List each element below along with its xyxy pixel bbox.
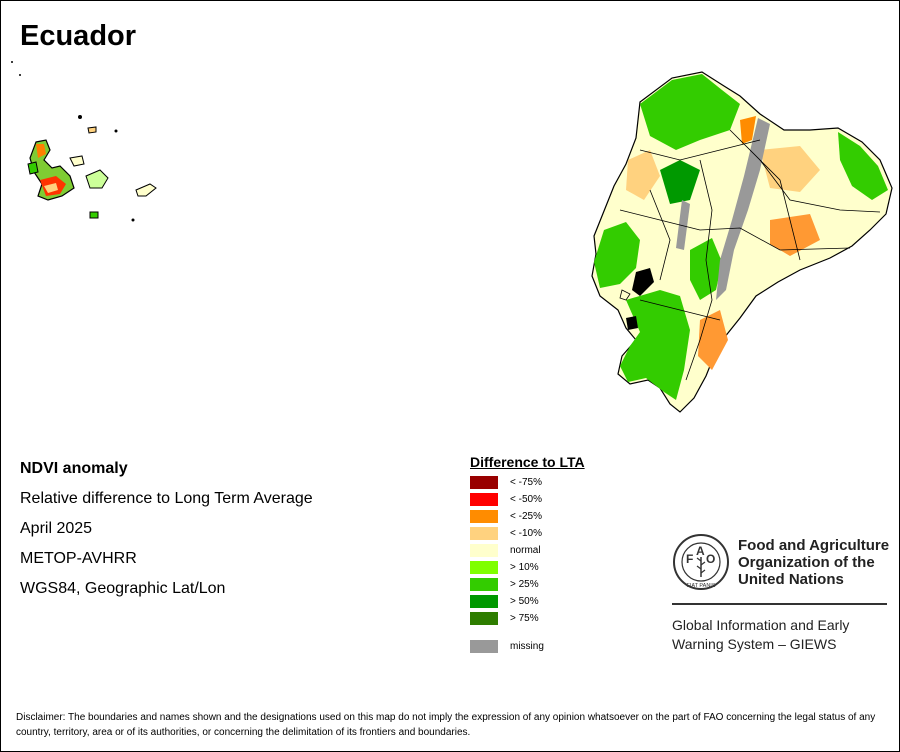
- svg-text:O: O: [706, 552, 715, 566]
- projection-label: WGS84, Geographic Lat/Lon: [20, 580, 226, 597]
- giews-label: Global Information and Early Warning Sys…: [672, 616, 900, 654]
- legend-item: < -25%: [470, 508, 585, 525]
- legend-item: normal: [470, 542, 585, 559]
- giews-line2: Warning System – GIEWS: [672, 636, 837, 652]
- legend-label: normal: [510, 545, 541, 556]
- legend-swatch: [470, 561, 498, 574]
- legend-swatch: [470, 578, 498, 591]
- legend-label: > 25%: [510, 579, 539, 590]
- legend-item: > 10%: [470, 559, 585, 576]
- legend-swatch: [470, 476, 498, 489]
- legend-item: > 75%: [470, 610, 585, 627]
- galapagos-islands: [11, 61, 157, 222]
- legend-item: > 50%: [470, 593, 585, 610]
- legend-label: > 75%: [510, 613, 539, 624]
- disclaimer: Disclaimer: The boundaries and names sho…: [16, 712, 876, 738]
- legend-item: > 25%: [470, 576, 585, 593]
- legend-item: < -75%: [470, 474, 585, 491]
- legend-swatch: [470, 640, 498, 653]
- legend-item: < -10%: [470, 525, 585, 542]
- logo-divider: [672, 603, 887, 605]
- legend-item-missing: missing: [470, 638, 585, 655]
- legend-item: < -50%: [470, 491, 585, 508]
- map-legend: Difference to LTA < -75% < -50% < -25% <…: [470, 454, 585, 655]
- map-title: Ecuador: [20, 20, 137, 52]
- giews-line1: Global Information and Early: [672, 617, 850, 633]
- fao-emblem-icon: F A O FIAT PANIS: [673, 534, 729, 590]
- legend-label: missing: [510, 641, 544, 652]
- ndvi-map: [11, 61, 893, 413]
- map-info: NDVI anomaly Relative difference to Long…: [20, 458, 313, 608]
- legend-swatch: [470, 612, 498, 625]
- legend-label: > 50%: [510, 596, 539, 607]
- fao-name-line1: Food and Agriculture: [738, 537, 890, 554]
- legend-label: < -50%: [510, 494, 542, 505]
- emblem-motto: FIAT PANIS: [686, 583, 715, 589]
- legend-label: > 10%: [510, 562, 539, 573]
- fao-name-line2: Organization of the: [738, 554, 875, 571]
- product-name: NDVI anomaly: [20, 460, 128, 477]
- legend-swatch: [470, 527, 498, 540]
- fao-name-line3: United Nations: [738, 571, 844, 588]
- legend-swatch: [470, 595, 498, 608]
- legend-swatch: [470, 493, 498, 506]
- legend-swatch: [470, 510, 498, 523]
- legend-title: Difference to LTA: [470, 454, 585, 470]
- legend-label: < -10%: [510, 528, 542, 539]
- fao-name: Food and Agriculture Organization of the…: [738, 537, 898, 588]
- legend-swatch: [470, 544, 498, 557]
- svg-text:F: F: [686, 552, 693, 566]
- period-label: April 2025: [20, 520, 93, 537]
- product-description: Relative difference to Long Term Average: [20, 490, 313, 507]
- legend-label: < -25%: [510, 511, 542, 522]
- ecuador-mainland: [591, 71, 893, 413]
- svg-text:A: A: [696, 544, 705, 558]
- sensor-label: METOP-AVHRR: [20, 550, 137, 567]
- legend-label: < -75%: [510, 477, 542, 488]
